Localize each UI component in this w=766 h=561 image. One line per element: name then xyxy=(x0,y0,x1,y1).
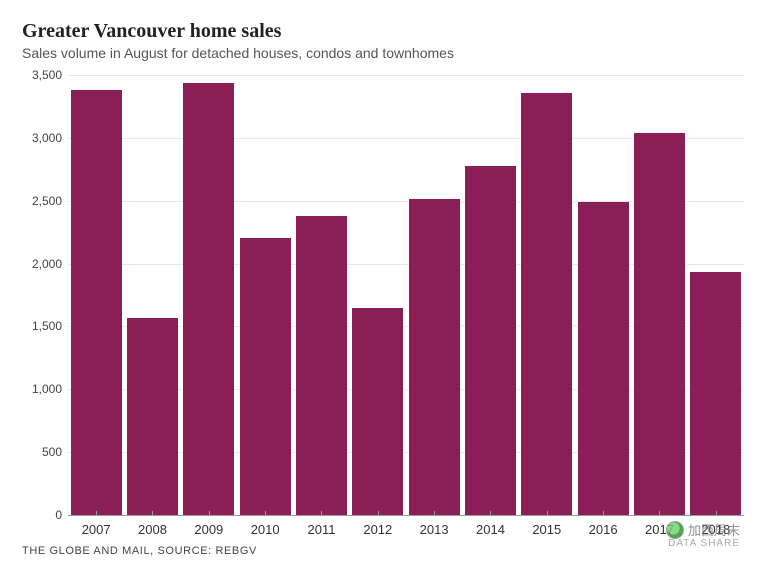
watermark-icon xyxy=(666,521,684,539)
x-tick-label: 2008 xyxy=(124,516,180,539)
bar-slot xyxy=(68,75,124,515)
y-tick-label: 2,500 xyxy=(32,194,62,208)
x-tick-label: 2013 xyxy=(406,516,462,539)
bar-slot xyxy=(462,75,518,515)
bar-slot xyxy=(293,75,349,515)
y-tick-label: 1,000 xyxy=(32,382,62,396)
bar-slot xyxy=(237,75,293,515)
bar xyxy=(465,166,516,515)
bar-slot xyxy=(519,75,575,515)
footer-links[interactable]: DATA SHARE xyxy=(668,538,740,549)
bar-slot xyxy=(124,75,180,515)
bar-slot xyxy=(181,75,237,515)
chart-container: Greater Vancouver home sales Sales volum… xyxy=(0,0,766,561)
x-tick-label: 2015 xyxy=(519,516,575,539)
bar xyxy=(634,133,685,515)
source-line: THE GLOBE AND MAIL, SOURCE: REBGV xyxy=(22,545,744,557)
bar xyxy=(240,238,291,515)
y-tick-label: 2,000 xyxy=(32,257,62,271)
bar xyxy=(127,318,178,515)
bar xyxy=(71,90,122,515)
x-tick-label: 2014 xyxy=(462,516,518,539)
x-tick-label: 2016 xyxy=(575,516,631,539)
bar xyxy=(296,216,347,515)
y-axis: 05001,0001,5002,0002,5003,0003,500 xyxy=(22,75,68,515)
bar xyxy=(690,272,741,515)
bar xyxy=(409,199,460,515)
bars-layer xyxy=(68,75,744,515)
bar-slot xyxy=(350,75,406,515)
plot-area: 05001,0001,5002,0002,5003,0003,500 xyxy=(22,75,744,515)
bar xyxy=(521,93,572,515)
x-axis: 2007200820092010201120122013201420152016… xyxy=(68,515,744,539)
plot-inner xyxy=(68,75,744,515)
y-tick-label: 3,500 xyxy=(32,68,62,82)
y-tick-label: 1,500 xyxy=(32,319,62,333)
x-tick-label: 2009 xyxy=(181,516,237,539)
chart-title: Greater Vancouver home sales xyxy=(22,20,744,43)
y-tick-label: 3,000 xyxy=(32,131,62,145)
chart-subtitle: Sales volume in August for detached hous… xyxy=(22,45,744,61)
watermark-text: 加西周末 xyxy=(688,520,740,539)
bar xyxy=(352,308,403,515)
bar-slot xyxy=(631,75,687,515)
x-tick-label: 2012 xyxy=(350,516,406,539)
bar-slot xyxy=(575,75,631,515)
x-tick-label: 2011 xyxy=(293,516,349,539)
y-tick-label: 0 xyxy=(55,508,62,522)
bar-slot xyxy=(688,75,744,515)
bar-slot xyxy=(406,75,462,515)
bar xyxy=(578,202,629,515)
watermark: 加西周末 xyxy=(666,520,740,539)
y-tick-label: 500 xyxy=(42,445,62,459)
bar xyxy=(183,83,234,515)
x-tick-label: 2007 xyxy=(68,516,124,539)
x-tick-label: 2010 xyxy=(237,516,293,539)
